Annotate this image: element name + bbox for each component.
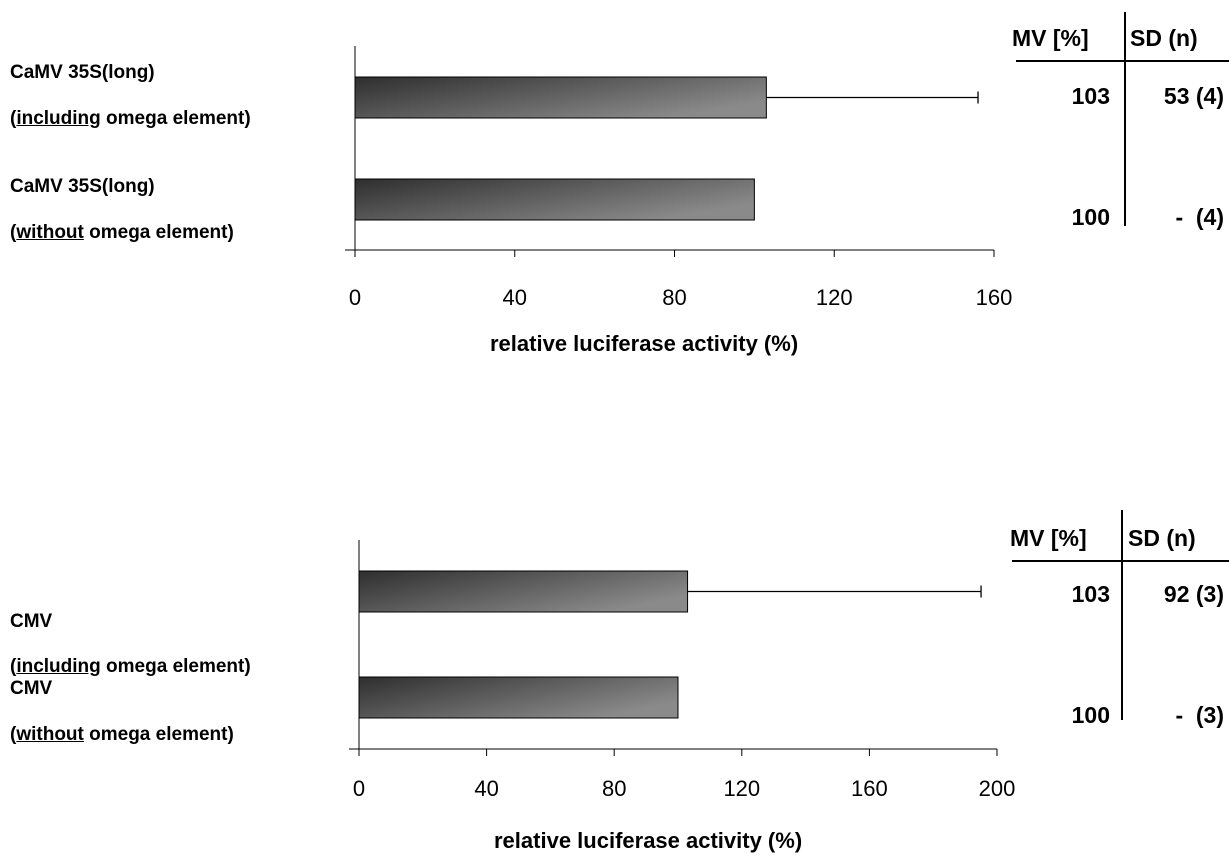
table-header-sd: SD (n) bbox=[1128, 525, 1196, 551]
x-tick-label: 160 bbox=[851, 776, 888, 801]
table-cell-mv: 100 bbox=[1071, 204, 1110, 230]
x-tick-label: 0 bbox=[353, 776, 365, 801]
category-label-line1: CMV bbox=[10, 678, 53, 699]
category-label-line2: (including omega element) bbox=[10, 656, 251, 677]
table-cell-sd: 92 (3) bbox=[1163, 581, 1224, 607]
bar bbox=[358, 570, 689, 613]
bar bbox=[354, 76, 767, 119]
bar bbox=[354, 178, 755, 221]
bar-chart-camv: 0 40 80 120 160 bbox=[345, 12, 1229, 310]
table-cell-sd: - (4) bbox=[1175, 204, 1224, 230]
bar-chart-cmv: 0 40 80 120 160 200 bbox=[349, 510, 1229, 801]
category-label-line1: CaMV 35S(long) bbox=[10, 62, 155, 83]
x-axis-title: relative luciferase activity (%) bbox=[494, 828, 803, 853]
x-tick-label: 0 bbox=[349, 285, 361, 310]
table-cell-sd: 53 (4) bbox=[1163, 83, 1224, 109]
table-cell-sd: - (3) bbox=[1175, 702, 1224, 728]
table-header-mv: MV [%] bbox=[1012, 25, 1089, 51]
category-label-line2: (without omega element) bbox=[10, 724, 234, 745]
category-label-line2: (including omega element) bbox=[10, 108, 251, 129]
x-tick-label: 40 bbox=[503, 285, 527, 310]
x-tick-label: 80 bbox=[602, 776, 626, 801]
category-label-line2: (without omega element) bbox=[10, 222, 234, 243]
table-header-mv: MV [%] bbox=[1010, 525, 1087, 551]
x-tick-label: 120 bbox=[723, 776, 760, 801]
x-tick-label: 200 bbox=[979, 776, 1016, 801]
table-cell-mv: 100 bbox=[1071, 702, 1110, 728]
chart-panel-camv: 0 40 80 120 160 CaMV 35S(long) (including om… bbox=[0, 0, 1229, 400]
x-tick-label: 40 bbox=[474, 776, 498, 801]
category-label-line1: CaMV 35S(long) bbox=[10, 176, 155, 197]
x-tick-label: 120 bbox=[816, 285, 853, 310]
table-header-sd: SD (n) bbox=[1130, 25, 1198, 51]
x-axis-title: relative luciferase activity (%) bbox=[490, 331, 799, 356]
bar bbox=[358, 676, 679, 719]
table-cell-mv: 103 bbox=[1071, 581, 1110, 607]
x-tick-label: 160 bbox=[976, 285, 1013, 310]
x-tick-label: 80 bbox=[662, 285, 686, 310]
category-label-line1: CMV bbox=[10, 611, 53, 632]
chart-panel-cmv: 0 40 80 120 160 200 CMV (including omega elem… bbox=[0, 400, 1229, 857]
table-cell-mv: 103 bbox=[1071, 83, 1110, 109]
